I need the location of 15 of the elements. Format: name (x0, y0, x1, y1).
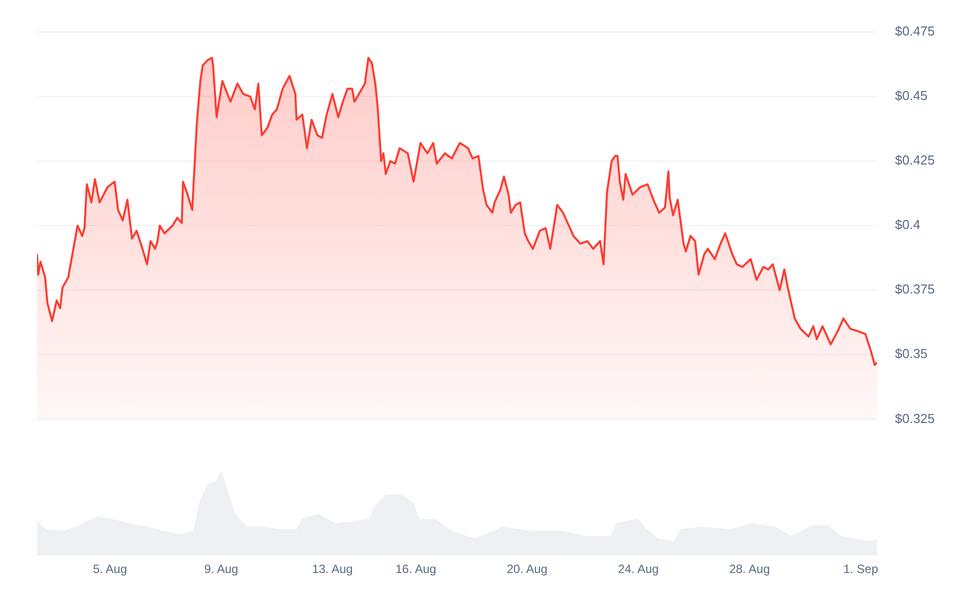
y-tick-label: $0.45 (895, 88, 928, 104)
y-tick-label: $0.35 (895, 346, 928, 362)
x-tick-label: 16. Aug (396, 562, 436, 576)
x-tick-label: 9. Aug (204, 562, 238, 576)
x-tick-label: 5. Aug (92, 562, 128, 576)
y-tick-label: $0.425 (895, 152, 935, 168)
x-tick-label: 24. Aug (618, 562, 659, 576)
y-tick-label: $0.375 (895, 282, 935, 297)
y-tick-label: $0.325 (895, 410, 935, 426)
x-tick-label: 13. Aug (312, 562, 353, 576)
y-tick-label: $0.4 (895, 217, 920, 232)
y-tick-label: $0.475 (895, 24, 935, 39)
x-tick-label: 28. Aug (729, 562, 770, 576)
x-tick-label: 1. Sep (843, 562, 878, 576)
x-tick-label: 20. Aug (506, 562, 548, 576)
